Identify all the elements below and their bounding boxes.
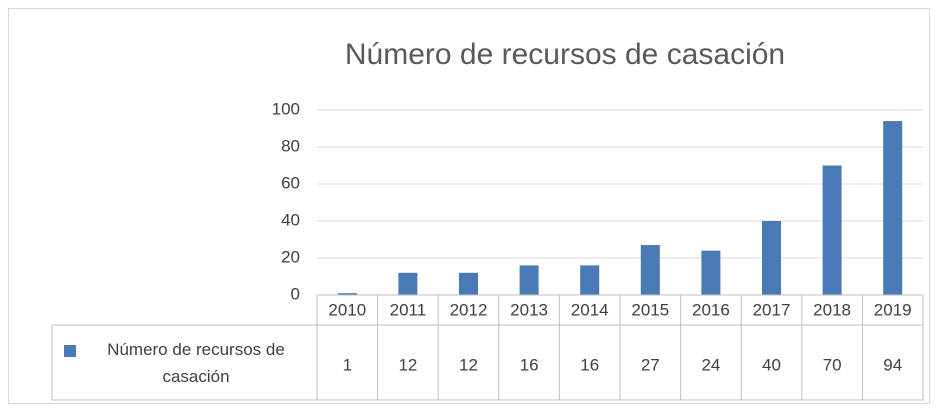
bar — [822, 165, 842, 295]
table-value: 24 — [701, 355, 720, 374]
bar — [640, 245, 660, 295]
bar — [519, 265, 539, 295]
bar — [762, 221, 781, 295]
legend-label: Número de recursos de casación — [107, 340, 285, 386]
y-tick-label: 80 — [281, 136, 300, 155]
legend-label-box: Número de recursos de casación — [107, 340, 285, 386]
table-value: 70 — [823, 355, 842, 374]
chart-border — [8, 8, 930, 404]
bar — [883, 121, 903, 295]
bar — [459, 272, 478, 295]
x-tick-label: 2013 — [510, 300, 548, 319]
x-tick-label: 2010 — [328, 300, 366, 319]
bar — [337, 293, 357, 295]
y-tick-label: 0 — [291, 284, 300, 303]
table-value: 12 — [398, 355, 417, 374]
table-value: 16 — [520, 355, 539, 374]
bar — [580, 265, 600, 295]
table-value: 1 — [343, 355, 352, 374]
x-tick-label: 2017 — [753, 300, 791, 319]
x-tick-label: 2014 — [571, 300, 609, 319]
x-tick-label: 2016 — [692, 300, 730, 319]
x-tick-label: 2012 — [450, 300, 488, 319]
x-tick-label: 2018 — [813, 300, 851, 319]
y-tick-label: 100 — [272, 99, 300, 118]
bar — [398, 272, 418, 295]
table-value: 12 — [459, 355, 478, 374]
x-tick-label: 2015 — [631, 300, 669, 319]
table-value: 94 — [883, 355, 902, 374]
table-value: 40 — [762, 355, 781, 374]
y-tick-label: 20 — [281, 247, 300, 266]
y-tick-label: 40 — [281, 210, 300, 229]
table-value: 27 — [641, 355, 660, 374]
y-tick-label: 60 — [281, 173, 300, 192]
x-tick-label: 2019 — [874, 300, 912, 319]
x-tick-label: 2011 — [390, 300, 427, 319]
table-value: 16 — [580, 355, 599, 374]
chart-title: Número de recursos de casación — [345, 38, 785, 71]
bar — [701, 250, 721, 295]
legend-key — [64, 345, 76, 357]
